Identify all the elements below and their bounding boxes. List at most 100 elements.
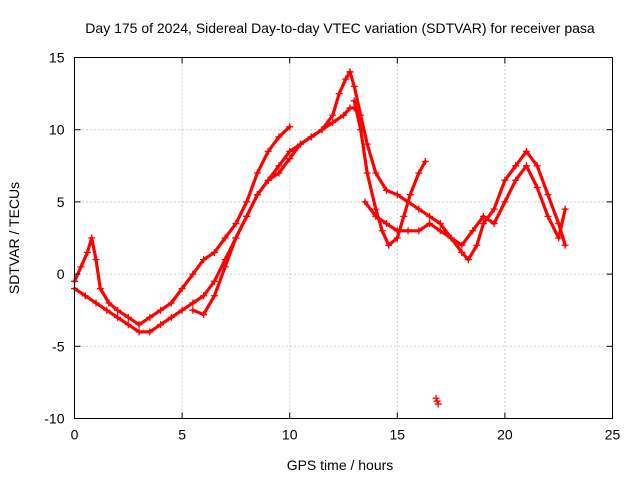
- series-track-4: [346, 68, 569, 264]
- series-group: [71, 68, 569, 408]
- data-point: [363, 169, 371, 177]
- data-point: [329, 118, 337, 126]
- data-point: [561, 205, 569, 213]
- data-point: [77, 263, 85, 271]
- data-point: [210, 248, 218, 256]
- data-point: [458, 248, 466, 256]
- data-point: [335, 90, 343, 98]
- data-point: [473, 241, 481, 249]
- data-point: [469, 227, 477, 235]
- data-point: [533, 162, 541, 170]
- series-line: [72, 125, 292, 327]
- data-point: [264, 147, 272, 155]
- data-point: [83, 248, 91, 256]
- data-point: [135, 321, 143, 329]
- x-tick-label: 25: [605, 427, 621, 443]
- data-point: [157, 306, 165, 314]
- data-point: [232, 220, 240, 228]
- data-point: [221, 234, 229, 242]
- data-point: [243, 198, 251, 206]
- data-point: [555, 234, 563, 242]
- y-tick-label: -5: [52, 338, 65, 354]
- data-point: [146, 313, 154, 321]
- data-point: [342, 75, 350, 83]
- data-point: [88, 234, 96, 242]
- data-point: [167, 313, 175, 321]
- data-point: [378, 227, 386, 235]
- data-point: [383, 220, 391, 228]
- data-point: [189, 306, 197, 314]
- data-point: [286, 147, 294, 155]
- data-point: [243, 212, 251, 220]
- data-point: [200, 256, 208, 264]
- data-point: [96, 285, 104, 293]
- data-point: [544, 212, 552, 220]
- data-point: [400, 212, 408, 220]
- data-point: [363, 140, 371, 148]
- y-tick-label: 5: [57, 194, 65, 210]
- data-point: [426, 220, 434, 228]
- data-point: [372, 205, 380, 213]
- data-point: [221, 263, 229, 271]
- data-point: [490, 205, 498, 213]
- data-point: [253, 169, 261, 177]
- data-point: [103, 306, 111, 314]
- data-point: [264, 176, 272, 184]
- data-point: [275, 133, 283, 141]
- data-point: [522, 147, 530, 155]
- data-point: [340, 111, 347, 119]
- data-point: [501, 176, 509, 184]
- data-point: [512, 176, 520, 184]
- data-point: [479, 212, 487, 220]
- series-line: [363, 164, 567, 247]
- data-point: [350, 82, 358, 90]
- data-point: [200, 292, 208, 300]
- data-point: [178, 306, 186, 314]
- series-outlier: [432, 394, 442, 408]
- data-point: [92, 256, 100, 264]
- data-point: [393, 234, 401, 242]
- y-tick-label: 10: [49, 122, 65, 138]
- data-point: [275, 169, 283, 177]
- data-point: [385, 241, 393, 249]
- data-point: [479, 220, 487, 228]
- data-point: [135, 328, 143, 336]
- data-point: [404, 227, 412, 235]
- x-axis-label: GPS time / hours: [287, 457, 394, 473]
- data-point: [561, 241, 569, 249]
- data-point: [361, 198, 369, 206]
- data-point: [346, 68, 354, 76]
- data-point: [436, 220, 444, 228]
- data-point: [124, 321, 132, 329]
- data-point: [114, 313, 122, 321]
- data-point: [458, 241, 466, 249]
- data-point: [350, 97, 358, 105]
- series-track-1: [71, 123, 294, 329]
- data-point: [286, 155, 294, 163]
- y-tick-label: 0: [57, 266, 65, 282]
- data-point: [253, 191, 261, 199]
- data-point: [178, 285, 186, 293]
- data-point: [329, 111, 337, 119]
- data-point: [383, 186, 391, 194]
- data-point: [512, 162, 520, 170]
- data-point: [415, 169, 423, 177]
- series-track-6: [361, 162, 569, 249]
- plot-frame: [74, 57, 613, 419]
- series-track-5: [350, 97, 429, 249]
- data-point: [92, 299, 100, 307]
- data-point: [189, 270, 197, 278]
- data-point: [296, 140, 304, 148]
- data-point: [114, 306, 122, 314]
- data-point: [393, 191, 401, 199]
- series-line: [72, 70, 352, 334]
- x-tick-label: 5: [178, 427, 186, 443]
- data-point: [415, 227, 423, 235]
- data-point: [286, 123, 294, 131]
- data-point: [200, 311, 208, 319]
- data-point: [146, 328, 154, 336]
- axis-ticks: 0 5 10 15 20 25 -10 -5 0 5 10 15: [44, 50, 620, 443]
- data-point: [275, 162, 283, 170]
- data-point: [372, 212, 380, 220]
- data-point: [447, 234, 455, 242]
